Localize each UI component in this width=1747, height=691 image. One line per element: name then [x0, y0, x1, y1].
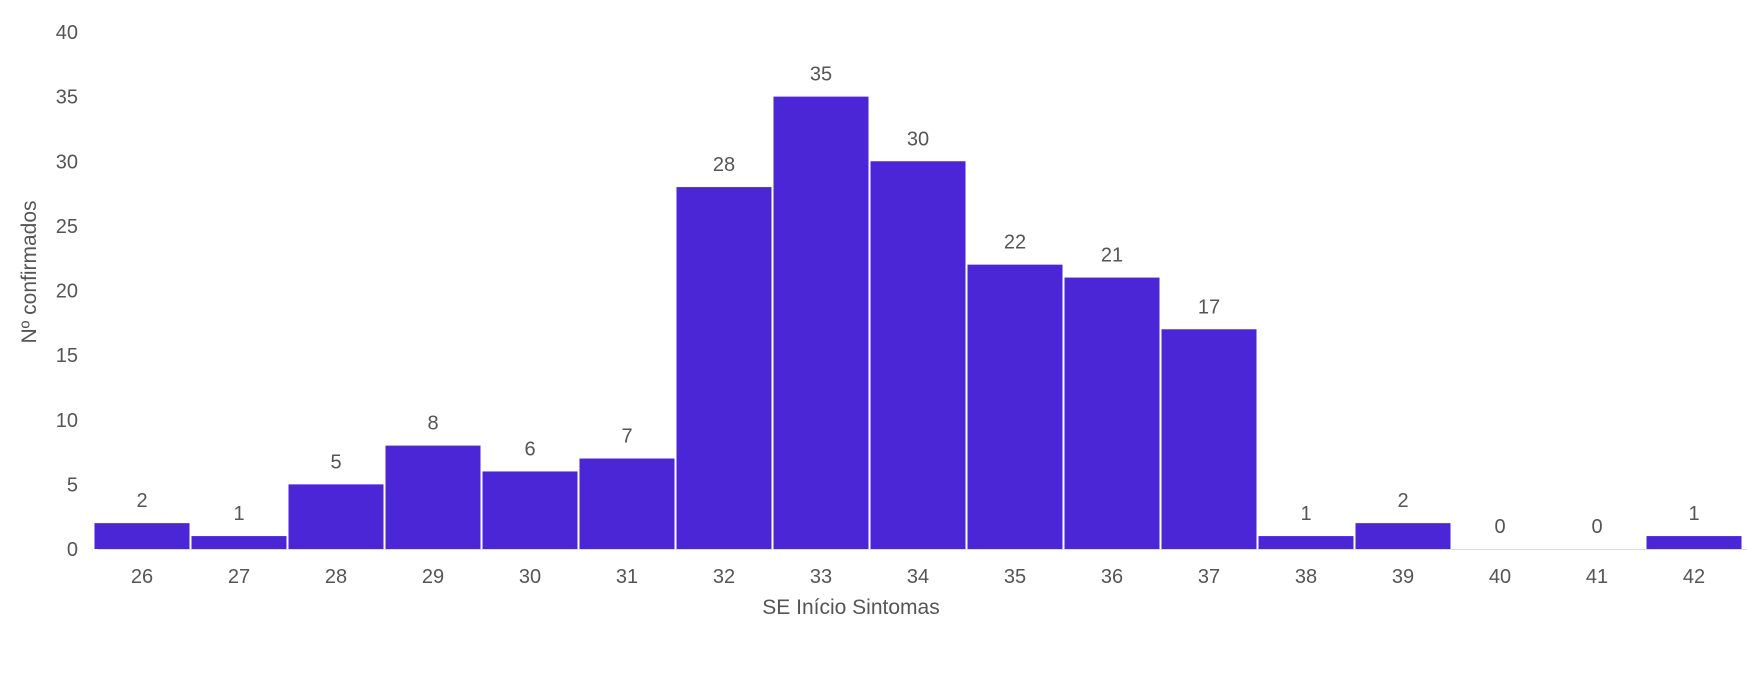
bars — [94, 96, 1742, 549]
y-tick-label: 0 — [67, 539, 78, 561]
bar — [676, 187, 772, 549]
x-tick-label: 38 — [1295, 566, 1317, 588]
x-tick-label: 34 — [907, 566, 929, 588]
y-tick-label: 20 — [56, 281, 78, 303]
x-tick-label: 27 — [228, 566, 250, 588]
x-tick-label: 39 — [1392, 566, 1414, 588]
y-tick-label: 25 — [56, 216, 78, 238]
bar — [482, 471, 578, 549]
x-tick-label: 36 — [1101, 566, 1123, 588]
x-tick-label: 35 — [1004, 566, 1026, 588]
bar — [94, 523, 190, 549]
y-tick-label: 40 — [56, 22, 78, 44]
bar — [1355, 523, 1451, 549]
data-label: 6 — [524, 438, 535, 460]
y-tick-label: 15 — [56, 345, 78, 367]
x-tick-label: 32 — [713, 566, 735, 588]
data-label: 0 — [1591, 516, 1602, 538]
data-label: 7 — [621, 426, 632, 448]
x-tick-label: 41 — [1586, 566, 1608, 588]
x-axis-title: SE Início Sintomas — [762, 596, 939, 619]
bar — [1258, 536, 1354, 549]
x-tick-label: 31 — [616, 566, 638, 588]
bar — [1646, 536, 1742, 549]
bar — [967, 264, 1063, 549]
bar — [385, 445, 481, 549]
x-tick-label: 40 — [1489, 566, 1511, 588]
x-axis-ticks: 26 27 28 29 30 31 32 33 34 35 36 37 38 39 40 41 42 — [131, 566, 1705, 588]
data-label: 5 — [330, 451, 341, 473]
bar — [579, 458, 675, 549]
data-label: 35 — [810, 64, 832, 86]
data-label: 1 — [233, 503, 244, 525]
x-tick-label: 28 — [325, 566, 347, 588]
bar — [870, 161, 966, 549]
y-tick-label: 35 — [56, 87, 78, 109]
data-label: 1 — [1688, 503, 1699, 525]
data-label: 8 — [427, 413, 438, 435]
data-label: 28 — [713, 154, 735, 176]
y-tick-label: 30 — [56, 151, 78, 173]
data-label: 0 — [1494, 516, 1505, 538]
x-tick-label: 37 — [1198, 566, 1220, 588]
data-label: 17 — [1198, 296, 1220, 318]
x-tick-label: 33 — [810, 566, 832, 588]
x-tick-label: 42 — [1683, 566, 1705, 588]
y-tick-label: 5 — [67, 474, 78, 496]
data-label: 1 — [1300, 503, 1311, 525]
y-axis-ticks: 0 5 10 15 20 25 30 35 40 — [56, 22, 78, 561]
y-axis-title: Nº confirmados — [18, 200, 41, 343]
bar — [191, 536, 287, 549]
data-label: 22 — [1004, 232, 1026, 254]
x-tick-label: 26 — [131, 566, 153, 588]
data-label: 2 — [1397, 490, 1408, 512]
bar — [1161, 329, 1257, 549]
x-tick-label: 29 — [422, 566, 444, 588]
bar — [1064, 277, 1160, 549]
y-tick-label: 10 — [56, 410, 78, 432]
data-label: 30 — [907, 128, 929, 150]
data-label: 2 — [136, 490, 147, 512]
x-tick-label: 30 — [519, 566, 541, 588]
bar — [773, 96, 869, 549]
bar — [288, 484, 384, 549]
data-label: 21 — [1101, 245, 1123, 267]
